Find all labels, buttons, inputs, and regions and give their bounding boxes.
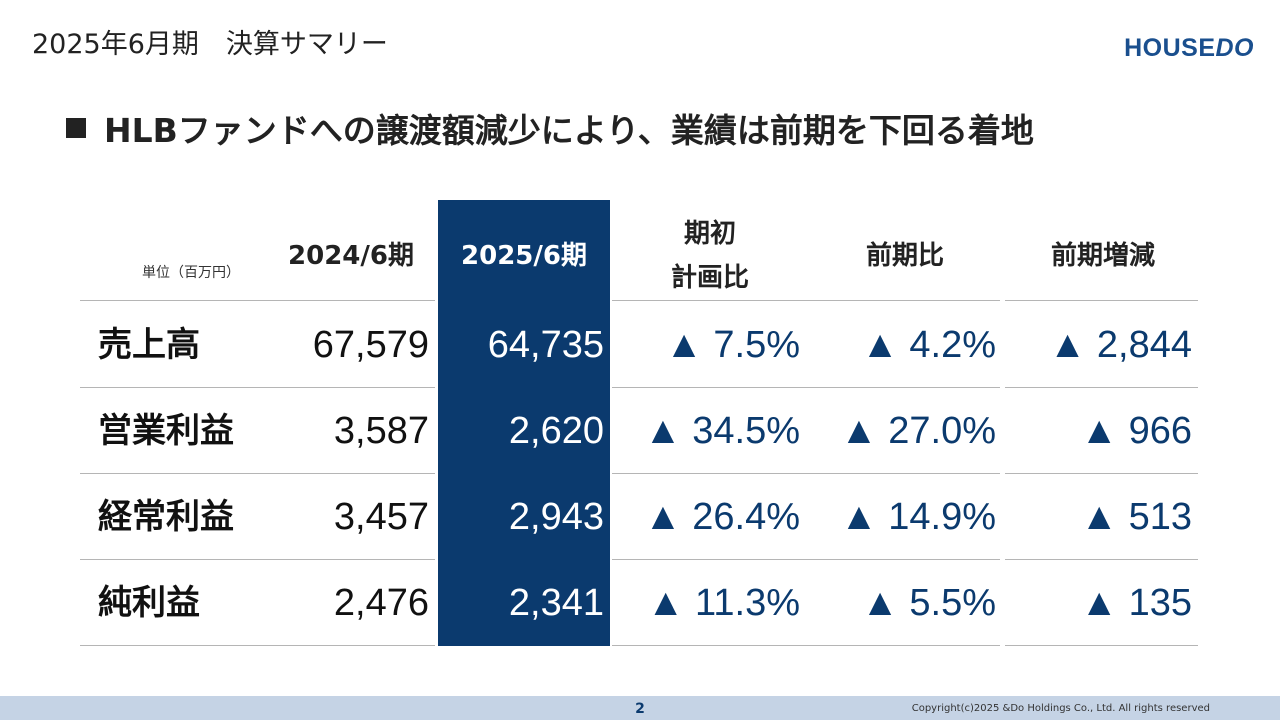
- headline-text: HLBファンドへの譲渡額減少により、業績は前期を下回る着地: [104, 111, 1034, 150]
- table-rule: [80, 645, 435, 646]
- cell-yoy-diff: ▲ 135: [1080, 582, 1192, 624]
- header-plan-ratio-line2: 計画比: [670, 263, 749, 293]
- footer-bar: 2 Copyright(c)2025 &Do Holdings Co., Ltd…: [0, 696, 1280, 720]
- table-rule: [1005, 473, 1198, 474]
- cell-yoy-diff: ▲ 966: [1080, 410, 1192, 452]
- header-yoy-ratio: 前期比: [865, 241, 944, 271]
- cell-curr: 2,620: [508, 410, 604, 452]
- row-label: 純利益: [98, 583, 200, 623]
- row-label: 営業利益: [98, 411, 234, 451]
- table-rule: [80, 473, 435, 474]
- cell-plan-ratio: ▲ 11.3%: [646, 582, 800, 624]
- cell-plan-ratio: ▲ 34.5%: [644, 410, 800, 452]
- table-rule: [1005, 387, 1198, 388]
- table-rule: [612, 300, 1000, 301]
- cell-plan-ratio: ▲ 26.4%: [644, 496, 800, 538]
- table-rule: [1005, 559, 1198, 560]
- copyright-text: Copyright(c)2025 &Do Holdings Co., Ltd. …: [911, 703, 1210, 714]
- cell-yoy-diff: ▲ 2,844: [1048, 324, 1192, 366]
- row-label: 経常利益: [98, 497, 234, 537]
- table-rule: [612, 473, 1000, 474]
- slide-title: 2025年6月期 決算サマリー: [32, 29, 388, 60]
- row-label: 売上高: [98, 325, 200, 365]
- table-rule: [612, 645, 1000, 646]
- logo-house-text: HOUSE: [1124, 34, 1216, 62]
- cell-prev: 2,476: [333, 582, 429, 624]
- cell-curr: 2,341: [508, 582, 604, 624]
- header-prev-period: 2024/6期: [288, 241, 414, 271]
- cell-yoy-diff: ▲ 513: [1080, 496, 1192, 538]
- cell-curr: 64,735: [487, 324, 604, 366]
- table-rule: [80, 559, 435, 560]
- cell-yoy-ratio: ▲ 14.9%: [840, 496, 996, 538]
- page-number: 2: [635, 701, 645, 717]
- headline: HLBファンドへの譲渡額減少により、業績は前期を下回る着地: [66, 104, 1034, 152]
- header-yoy-diff: 前期増減: [1050, 241, 1155, 271]
- header-curr-period: 2025/6期: [461, 241, 587, 271]
- cell-yoy-ratio: ▲ 5.5%: [861, 582, 996, 624]
- table-rule: [612, 387, 1000, 388]
- logo-do-text: DO: [1215, 34, 1254, 62]
- header-plan-ratio-line1: 期初: [683, 219, 736, 249]
- table-rule: [612, 559, 1000, 560]
- cell-prev: 3,587: [333, 410, 429, 452]
- cell-yoy-ratio: ▲ 4.2%: [861, 324, 996, 366]
- cell-prev: 67,579: [312, 324, 429, 366]
- cell-yoy-ratio: ▲ 27.0%: [840, 410, 996, 452]
- bullet-square-icon: [66, 118, 86, 138]
- cell-curr: 2,943: [508, 496, 604, 538]
- housedo-logo: HOUSEDO: [1124, 34, 1254, 63]
- table-rule: [80, 387, 435, 388]
- cell-prev: 3,457: [333, 496, 429, 538]
- unit-label: 単位（百万円）: [142, 265, 240, 281]
- table-rule: [80, 300, 435, 301]
- current-period-highlight: [438, 200, 610, 646]
- cell-plan-ratio: ▲ 7.5%: [665, 324, 800, 366]
- table-rule: [1005, 645, 1198, 646]
- table-rule: [1005, 300, 1198, 301]
